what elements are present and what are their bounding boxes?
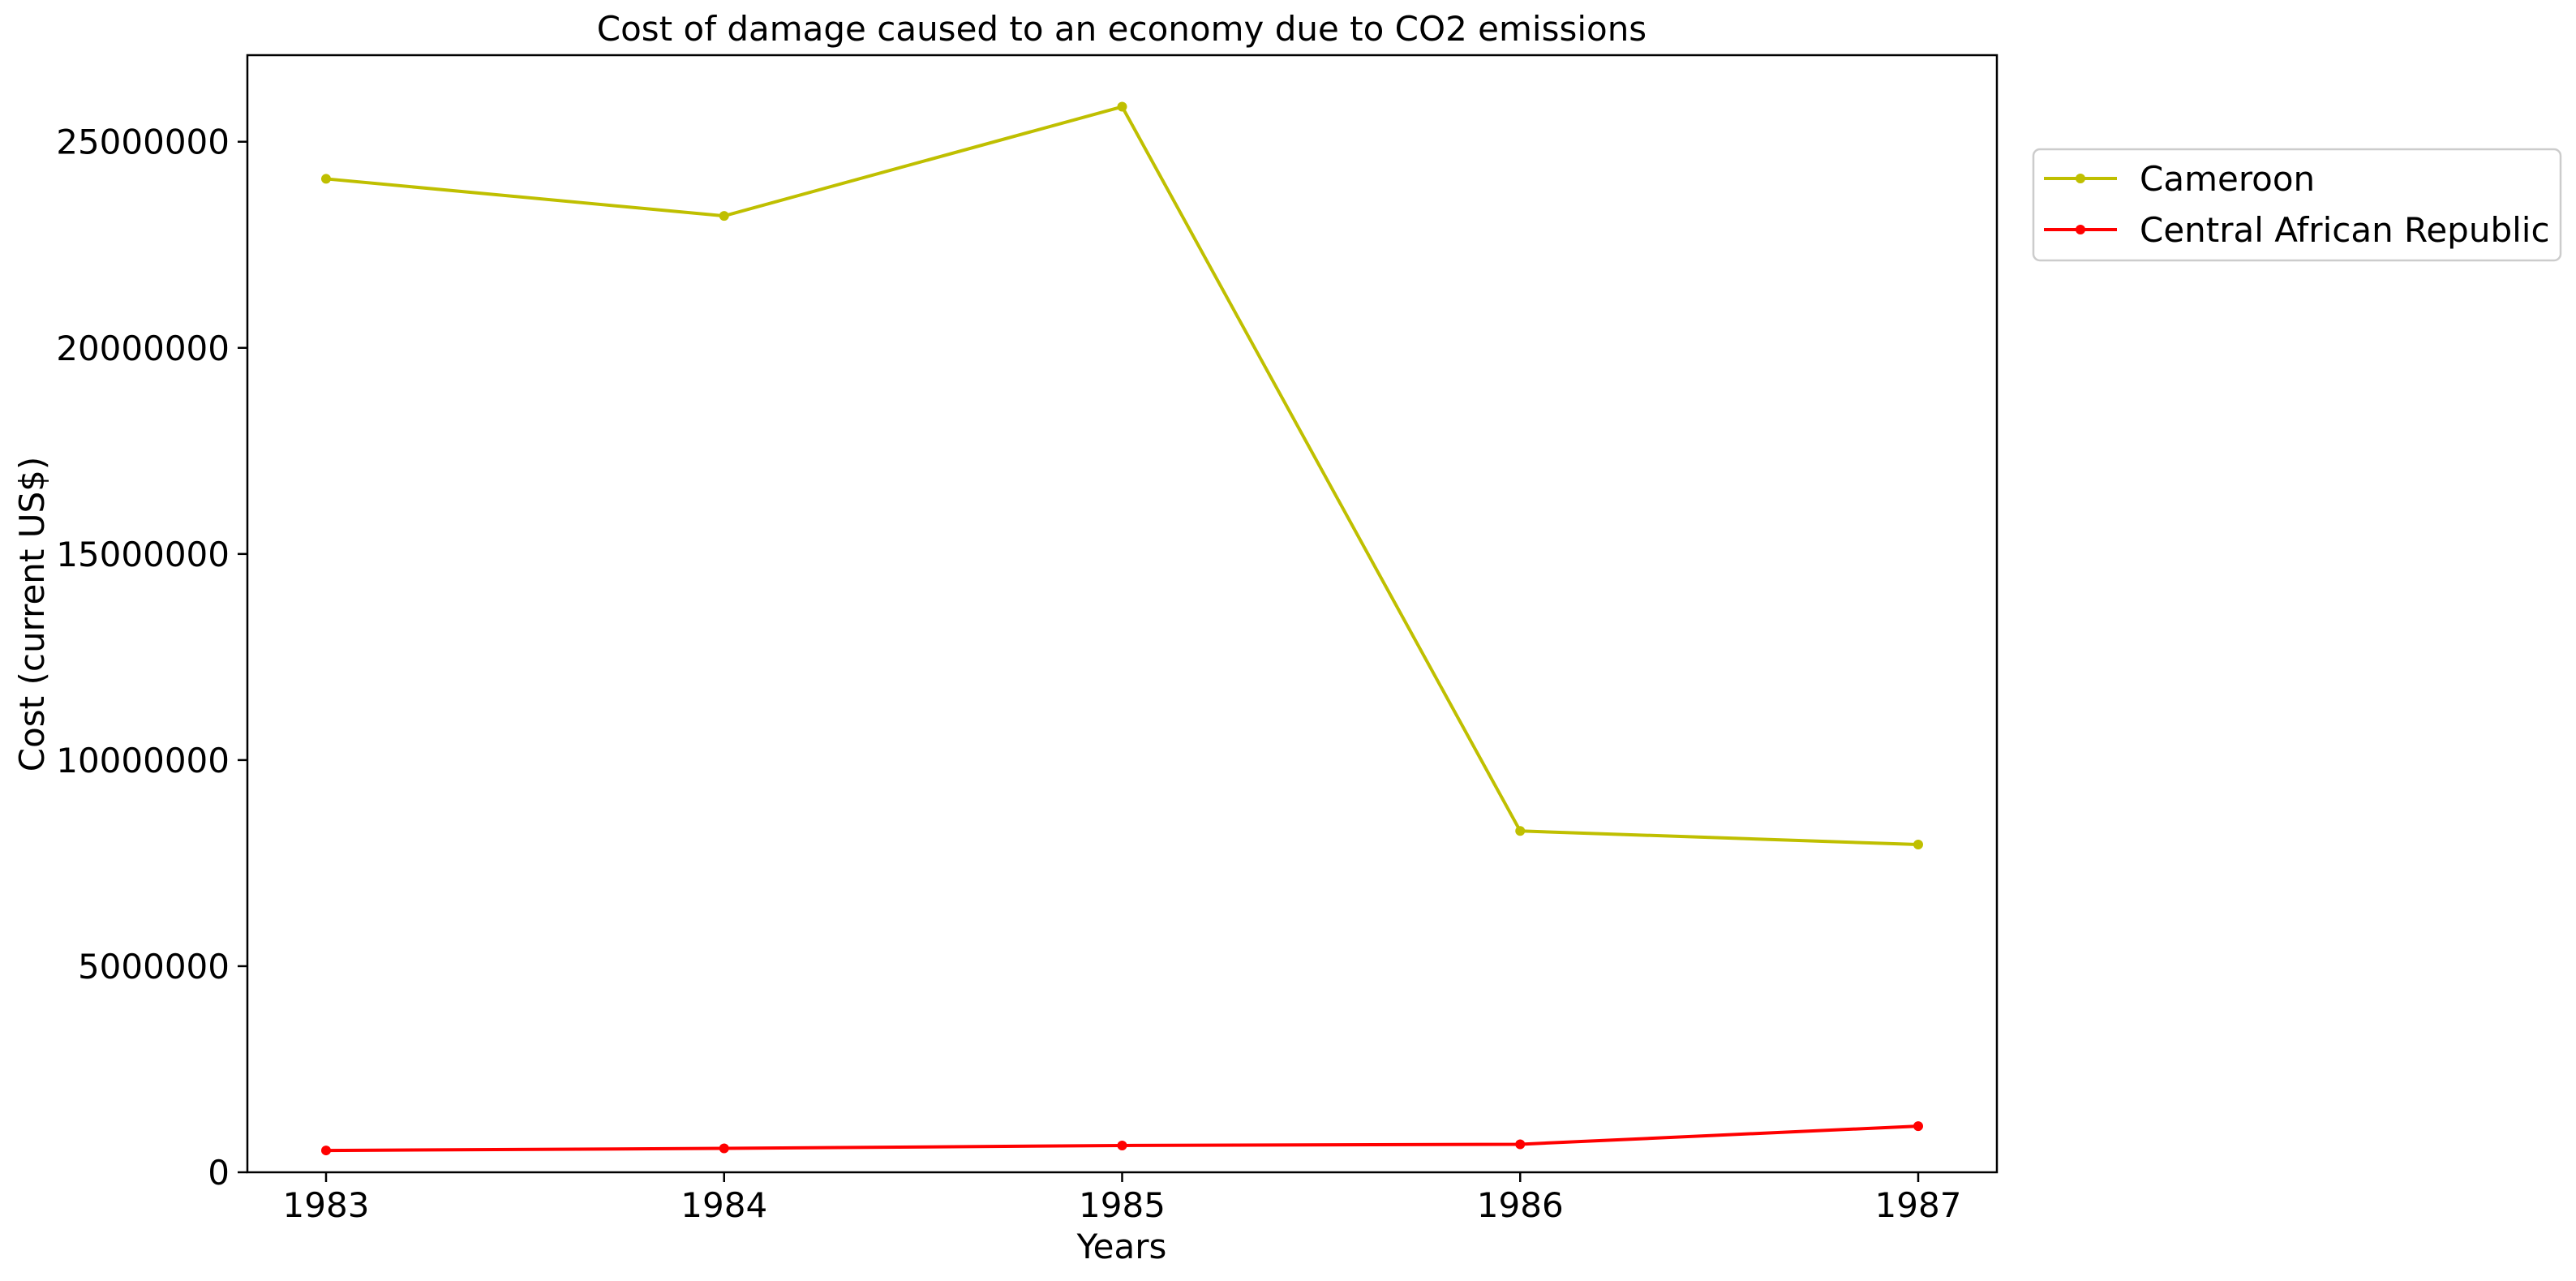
x-tick-label: 1984 [680,1185,767,1225]
y-tick-label: 5000000 [78,947,230,987]
x-tick-label: 1985 [1079,1185,1166,1225]
legend-items: Cameroon Central African Republic [2044,159,2550,250]
legend-box [2032,148,2562,262]
y-axis-ticks: 0 5000000 10000000 15000000 20000000 25000000 [56,123,247,1193]
data-point-cameroon [719,211,729,221]
x-axis-ticks: 1983 1984 1985 1986 1987 [283,1172,1962,1225]
data-point-central-african-republic [1515,1139,1526,1150]
data-point-cameroon [321,174,331,184]
x-axis-label: Years [1076,1227,1167,1266]
data-point-central-african-republic [1913,1121,1923,1132]
y-tick-label: 15000000 [56,535,230,574]
data-point-central-african-republic [321,1146,331,1156]
y-axis-label: Cost (current US$) [12,457,52,772]
chart-title: Cost of damage caused to an economy due … [597,9,1646,49]
y-tick-label: 25000000 [56,123,230,162]
data-point-cameroon [1913,840,1923,850]
y-tick-label: 0 [208,1153,230,1193]
legend-marker-central-african-republic [2076,225,2085,234]
plot-area-frame [246,54,1999,1174]
data-point-cameroon [1515,826,1526,836]
data-point-cameroon [1117,101,1127,112]
legend-label-central-african-republic: Central African Republic [2140,210,2550,250]
y-tick-label: 20000000 [56,329,230,368]
legend-marker-cameroon [2076,174,2085,183]
legend: Cameroon Central African Republic [2032,148,2562,262]
y-tick-label: 10000000 [56,741,230,780]
series-line-cameroon [325,105,1919,847]
data-point-central-african-republic [719,1143,729,1154]
legend-label-cameroon: Cameroon [2140,159,2315,199]
data-point-central-african-republic [1117,1140,1127,1150]
x-tick-label: 1983 [283,1185,370,1225]
series-layer [321,101,1923,1156]
x-tick-label: 1986 [1477,1185,1564,1225]
x-tick-label: 1987 [1875,1185,1962,1225]
